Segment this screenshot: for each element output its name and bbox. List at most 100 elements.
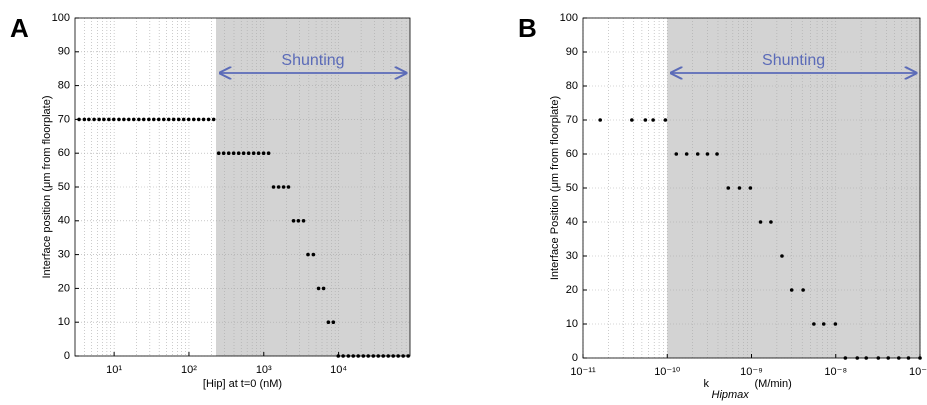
x-tick-label: 10⁻⁸ — [824, 366, 847, 378]
data-point — [82, 117, 87, 122]
data-point — [821, 322, 826, 326]
y-tick-label: 40 — [58, 215, 70, 227]
data-point — [789, 288, 794, 292]
data-point — [674, 152, 679, 156]
data-point — [663, 118, 668, 122]
y-tick-label: 60 — [566, 148, 578, 160]
x-tick-label: 10¹ — [106, 364, 122, 376]
data-point — [351, 354, 356, 358]
data-point — [695, 152, 700, 156]
data-point — [87, 117, 91, 122]
data-point — [221, 151, 226, 155]
data-point — [684, 152, 689, 156]
data-point — [236, 151, 241, 155]
data-point — [326, 320, 331, 325]
data-point — [316, 286, 321, 291]
data-point — [271, 185, 276, 189]
data-point — [341, 354, 345, 358]
data-point — [216, 151, 221, 155]
data-point — [780, 254, 784, 258]
data-point — [131, 117, 136, 122]
data-point — [705, 152, 710, 156]
y-tick-label: 50 — [58, 181, 70, 193]
data-point — [117, 117, 121, 122]
y-tick-label: 100 — [560, 12, 578, 24]
y-tick-label: 90 — [566, 46, 578, 58]
data-point — [211, 117, 216, 122]
data-point — [122, 117, 126, 122]
data-point — [196, 117, 201, 122]
data-point — [886, 356, 891, 360]
data-point — [161, 117, 166, 122]
data-point — [401, 354, 405, 358]
data-point — [715, 152, 719, 156]
data-point — [306, 252, 310, 257]
y-tick-label: 10 — [58, 316, 70, 328]
data-point — [833, 322, 838, 326]
x-axis-label: [Hip] at t=0 (nM) — [203, 378, 282, 390]
data-point — [356, 354, 361, 358]
data-point — [266, 151, 271, 155]
data-point — [855, 356, 860, 360]
data-point — [321, 286, 326, 291]
data-point — [726, 186, 731, 190]
data-point — [843, 356, 848, 360]
data-point — [181, 117, 186, 122]
data-point — [281, 185, 286, 189]
data-point — [246, 151, 251, 155]
y-tick-label: 20 — [566, 284, 578, 296]
data-point — [92, 117, 96, 122]
data-point — [406, 354, 410, 358]
data-point — [141, 117, 146, 122]
data-point — [147, 117, 151, 122]
data-point — [201, 117, 206, 122]
x-tick-label: 10³ — [256, 364, 272, 376]
data-point — [812, 322, 816, 326]
data-point — [371, 354, 376, 358]
x-axis-label: k — [704, 378, 710, 390]
x-tick-label: 10⁴ — [330, 364, 347, 376]
data-point — [391, 354, 396, 358]
x-axis-label-unit: (M/min) — [755, 378, 792, 390]
data-point — [376, 354, 381, 358]
data-point — [111, 117, 116, 122]
data-point — [336, 354, 341, 358]
data-point — [77, 117, 81, 122]
data-point — [261, 151, 266, 155]
data-point — [241, 151, 246, 155]
y-tick-label: 40 — [566, 216, 578, 228]
y-tick-label: 30 — [58, 249, 70, 261]
data-point — [176, 117, 181, 122]
data-point — [186, 117, 191, 122]
x-tick-label: 10⁻⁷ — [909, 366, 927, 378]
plot-frame — [582, 17, 921, 359]
annotation-text: Shunting — [281, 52, 344, 69]
x-tick-label: 10² — [181, 364, 197, 376]
data-point — [102, 117, 106, 122]
data-point — [107, 117, 111, 122]
y-axis-label: Interface position (μm from floorplate) — [41, 95, 53, 278]
data-point — [386, 354, 391, 358]
data-point — [156, 117, 161, 122]
y-tick-label: 80 — [58, 80, 70, 92]
data-point — [758, 220, 763, 224]
data-point — [361, 354, 366, 358]
data-point — [291, 219, 296, 223]
data-point — [171, 117, 176, 122]
data-point — [896, 356, 901, 360]
annotation-text: Shunting — [762, 52, 825, 69]
x-axis-label-subscript: Hipmax — [712, 389, 750, 401]
data-point — [346, 354, 351, 358]
data-point — [864, 356, 869, 360]
y-tick-label: 100 — [52, 12, 70, 24]
data-point — [331, 320, 336, 325]
data-point — [630, 118, 634, 122]
y-tick-label: 50 — [566, 182, 578, 194]
y-tick-label: 80 — [566, 80, 578, 92]
y-tick-label: 70 — [566, 114, 578, 126]
data-point — [381, 354, 386, 358]
data-point — [906, 356, 911, 360]
y-tick-label: 90 — [58, 46, 70, 58]
data-point — [296, 219, 301, 223]
